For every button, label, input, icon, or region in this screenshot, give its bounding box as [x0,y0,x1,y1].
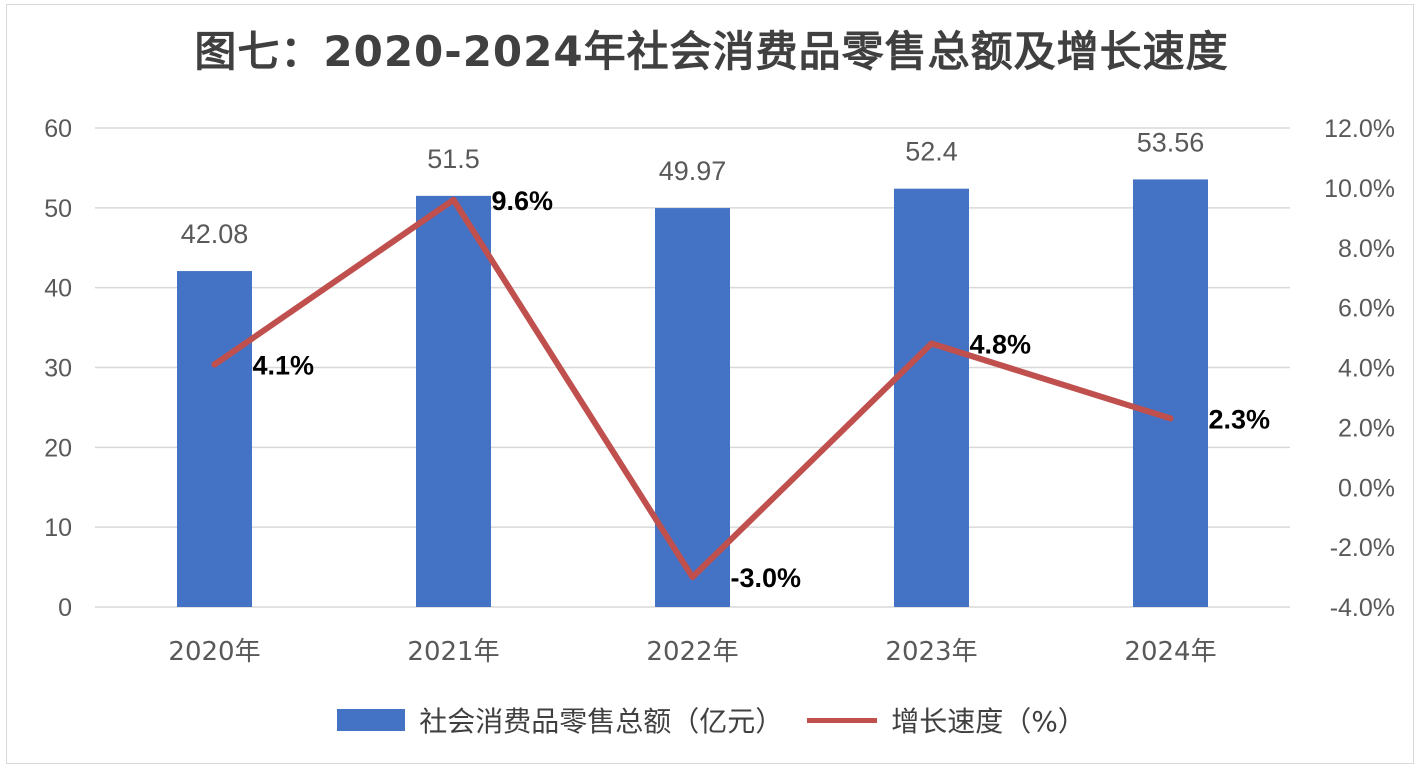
right-axis-tick-label: 10.0% [1324,175,1395,203]
right-axis-tick-label: 8.0% [1338,235,1395,263]
left-axis-tick-label: 40 [44,275,72,303]
bar-data-label: 51.5 [427,144,480,174]
right-axis-tick-label: 12.0% [1324,115,1395,143]
left-axis-tick-label: 0 [58,594,72,622]
legend-label-line: 增长速度（%） [891,705,1086,738]
legend-item-line: 增长速度（%） [807,700,1086,740]
legend-swatch-line [807,717,878,723]
x-axis-tick-label: 2024年 [1124,637,1216,667]
line-data-label: 4.1% [253,351,315,381]
bar [655,208,730,608]
right-axis-tick-label: -2.0% [1330,534,1395,562]
growth-point [1167,415,1174,422]
bar [177,271,252,607]
line-data-label: 2.3% [1209,404,1271,434]
legend-label-bar: 社会消费品零售总额（亿元） [419,705,784,738]
legend-swatch-bar [337,709,406,731]
left-axis-tick-label: 30 [44,355,72,383]
growth-point [211,361,218,368]
chart-legend: 社会消费品零售总额（亿元） 增长速度（%） [0,700,1423,740]
line-data-label: 4.8% [970,330,1032,360]
bar-data-label: 53.56 [1137,127,1205,157]
bar-data-label: 42.08 [181,219,249,249]
x-axis-tick-label: 2022年 [646,637,738,667]
x-axis-tick-label: 2023年 [885,637,977,667]
legend-item-bar: 社会消费品零售总额（亿元） [337,700,783,740]
left-axis-tick-label: 10 [44,514,72,542]
right-axis-tick-label: 0.0% [1338,474,1395,502]
right-axis-tick-label: -4.0% [1330,594,1395,622]
right-axis-tick-label: 6.0% [1338,295,1395,323]
bar [1133,179,1208,608]
x-axis-tick-label: 2021年 [407,637,499,667]
chart-title: 图七：2020-2024年社会消费品零售总额及增长速度 [194,27,1229,76]
right-axis-tick-label: 2.0% [1338,414,1395,442]
bar [894,188,969,607]
left-axis-tick-label: 50 [44,195,72,223]
bar-data-label: 52.4 [905,137,958,167]
line-data-label: -3.0% [731,563,802,593]
growth-point [689,574,696,581]
line-data-label: 9.6% [492,186,554,216]
x-axis-tick-label: 2020年 [168,637,260,667]
left-axis-tick-label: 20 [44,434,72,462]
growth-point [450,196,457,203]
left-axis-tick-label: 60 [44,115,72,143]
bar [416,195,491,607]
right-axis-tick-label: 4.0% [1338,355,1395,383]
growth-point [928,340,935,347]
bar-data-label: 49.97 [659,156,727,186]
